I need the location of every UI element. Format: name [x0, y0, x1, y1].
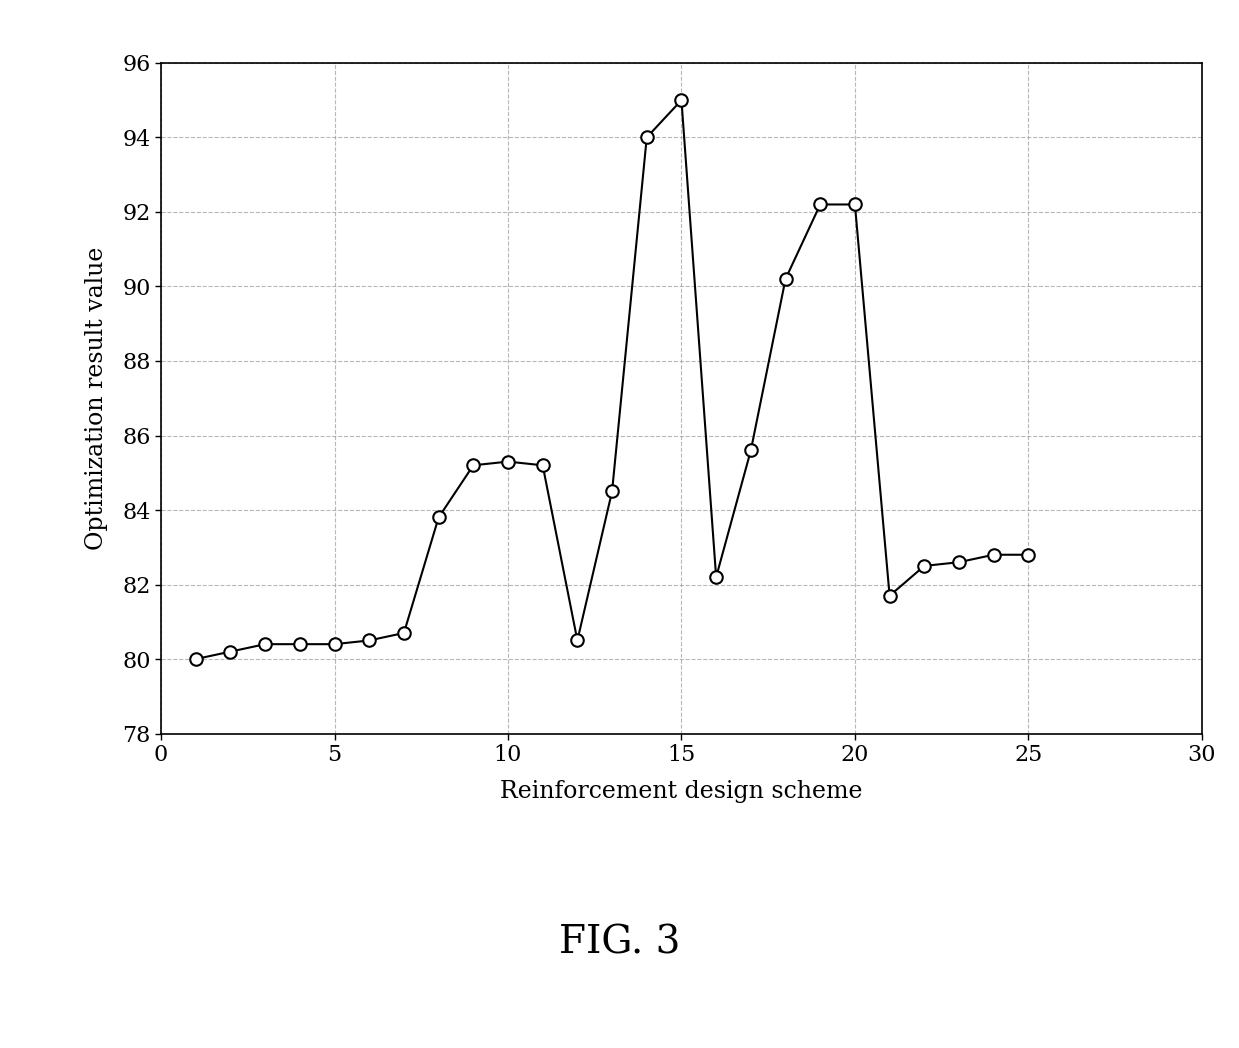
- Y-axis label: Optimization result value: Optimization result value: [85, 246, 108, 550]
- Text: FIG. 3: FIG. 3: [559, 924, 680, 962]
- X-axis label: Reinforcement design scheme: Reinforcement design scheme: [501, 780, 862, 803]
